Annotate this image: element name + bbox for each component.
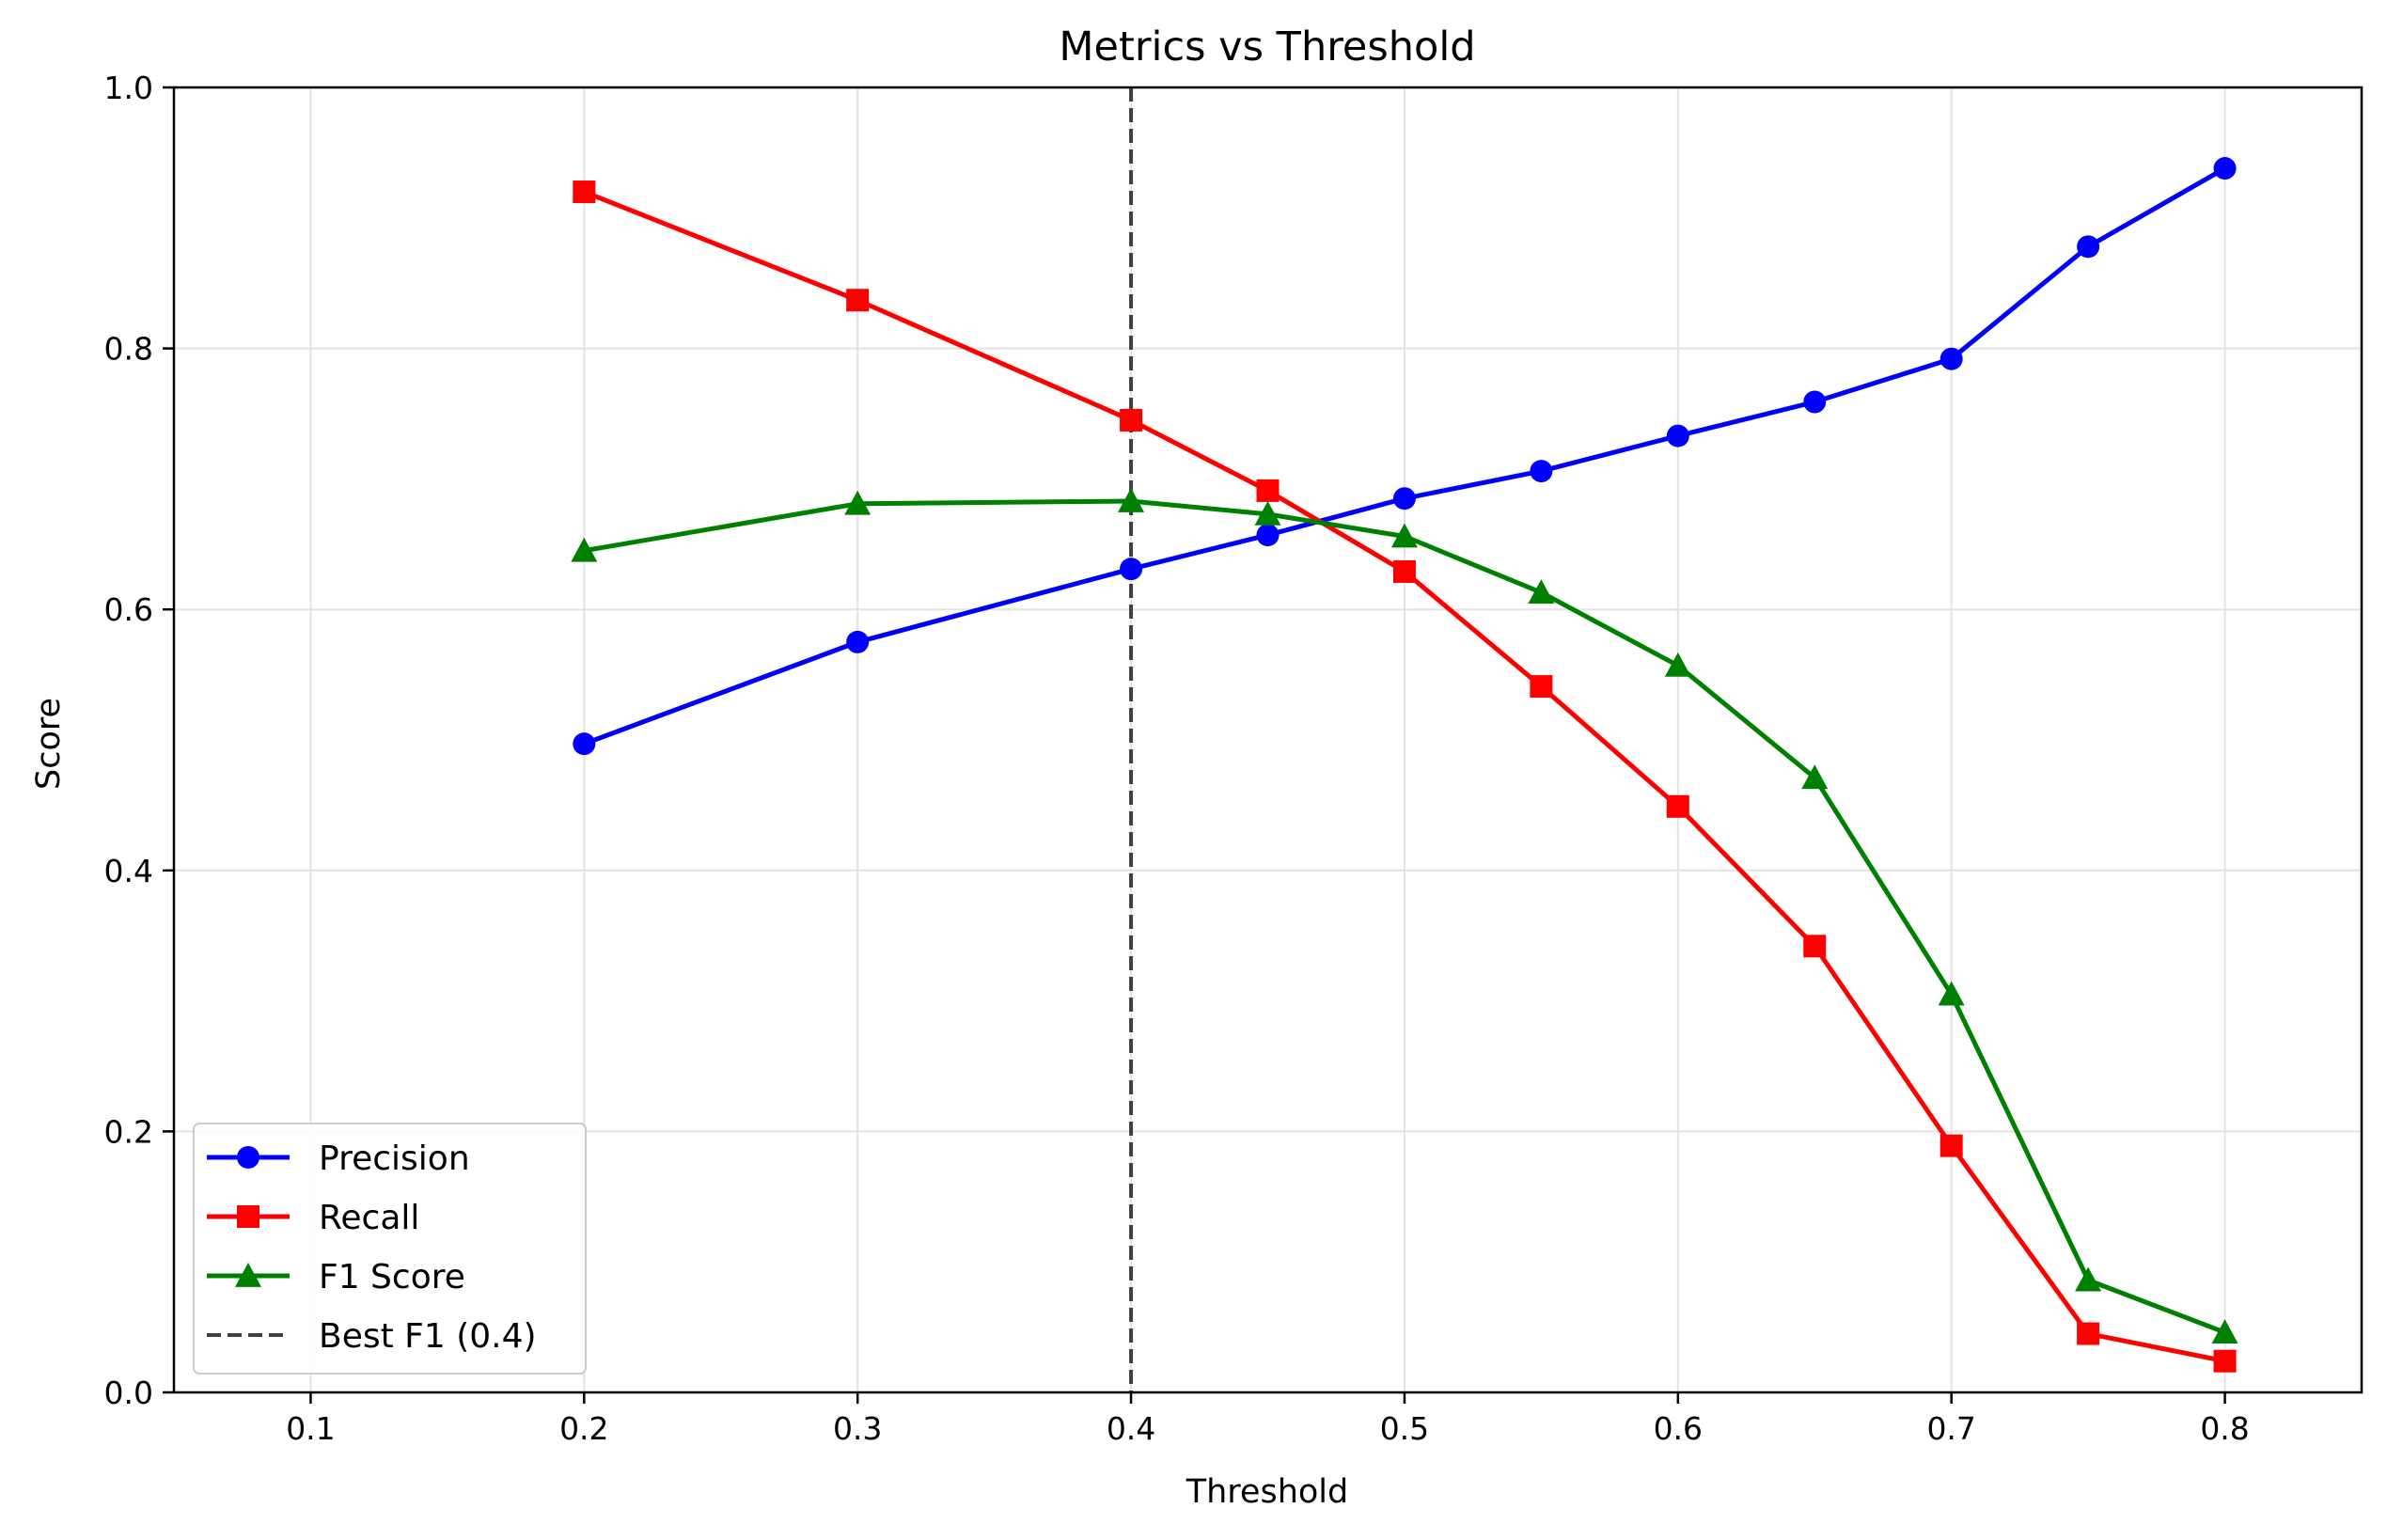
y-tick-label: 0.2 bbox=[104, 1113, 153, 1150]
recall-point bbox=[1530, 675, 1553, 699]
precision-point bbox=[1939, 347, 1963, 370]
recall-point bbox=[1256, 479, 1280, 502]
precision-point bbox=[1530, 460, 1553, 483]
f1-score-point bbox=[1390, 523, 1418, 548]
f1-score-point bbox=[844, 490, 872, 515]
f1-score-point bbox=[1528, 579, 1555, 605]
legend-item-best-f1-0-4: Best F1 (0.4) bbox=[207, 1317, 537, 1356]
recall-point bbox=[1666, 794, 1689, 818]
plot-area-frame bbox=[172, 86, 2363, 1394]
legend-swatch-marker bbox=[237, 1146, 259, 1169]
legend-item-recall: Recall bbox=[207, 1199, 419, 1237]
legend-label: Best F1 (0.4) bbox=[319, 1317, 537, 1356]
x-tick-label: 0.2 bbox=[559, 1410, 608, 1447]
f1-score-point bbox=[1938, 981, 1965, 1006]
x-axis-title: Threshold bbox=[1186, 1473, 1349, 1511]
precision-point bbox=[1666, 424, 1689, 448]
precision-point bbox=[2077, 235, 2100, 259]
x-axis-ticks: 0.1 0.2 0.3 0.4 0.5 0.6 0.7 0.8 bbox=[286, 1392, 2250, 1447]
precision-point bbox=[1256, 524, 1280, 547]
recall-point bbox=[2213, 1349, 2237, 1373]
x-tick-label: 0.7 bbox=[1926, 1410, 1975, 1447]
precision-point bbox=[2213, 157, 2237, 181]
y-tick-label: 0.6 bbox=[104, 591, 153, 628]
recall-point bbox=[846, 289, 870, 312]
f1-score-point bbox=[1118, 487, 1145, 512]
x-tick-label: 0.6 bbox=[1654, 1410, 1703, 1447]
recall-point bbox=[1803, 935, 1827, 958]
precision-point bbox=[1392, 487, 1416, 511]
f1-score-series bbox=[571, 487, 2238, 1344]
legend-item-precision: Precision bbox=[207, 1139, 470, 1178]
y-tick-label: 0.8 bbox=[104, 331, 153, 368]
legend-label: Precision bbox=[319, 1139, 470, 1178]
x-tick-label: 0.3 bbox=[833, 1410, 882, 1447]
precision-point bbox=[846, 630, 870, 653]
f1-score-point bbox=[1254, 500, 1281, 526]
y-axis-ticks: 0.0 0.2 0.4 0.6 0.8 1.0 bbox=[104, 70, 174, 1411]
f1-score-point bbox=[1664, 652, 1691, 677]
x-tick-label: 0.5 bbox=[1380, 1410, 1429, 1447]
recall-series bbox=[573, 181, 2237, 1373]
precision-point bbox=[1120, 558, 1143, 581]
legend-label: Recall bbox=[319, 1199, 419, 1237]
y-axis-title: Score bbox=[30, 698, 68, 790]
recall-point bbox=[1392, 559, 1416, 583]
recall-point bbox=[1939, 1134, 1963, 1157]
legend-swatch-marker bbox=[235, 1263, 261, 1287]
f1-score-point bbox=[571, 537, 598, 562]
f1-score-point bbox=[1801, 764, 1829, 790]
legend: Precision Recall F1 Score Best F1 (0.4) bbox=[193, 1123, 587, 1375]
precision-point bbox=[1803, 390, 1827, 414]
y-tick-label: 0.0 bbox=[104, 1375, 153, 1411]
legend-item-f1-score: F1 Score bbox=[207, 1258, 465, 1296]
f1-score-point bbox=[2075, 1266, 2102, 1292]
recall-point bbox=[2077, 1322, 2100, 1345]
precision-point bbox=[573, 732, 596, 756]
recall-point bbox=[573, 181, 596, 204]
x-tick-label: 0.1 bbox=[286, 1410, 335, 1447]
series-layer bbox=[571, 157, 2238, 1373]
legend-box bbox=[193, 1123, 587, 1375]
chart-title: Metrics vs Threshold bbox=[1059, 24, 1475, 71]
y-tick-label: 0.4 bbox=[104, 853, 153, 889]
legend-swatch-marker bbox=[237, 1205, 259, 1228]
recall-point bbox=[1120, 408, 1143, 432]
y-tick-label: 1.0 bbox=[104, 70, 153, 106]
legend-label: F1 Score bbox=[319, 1258, 465, 1296]
precision-series bbox=[573, 157, 2237, 756]
x-tick-label: 0.4 bbox=[1107, 1410, 1155, 1447]
f1-score-point bbox=[2211, 1319, 2238, 1344]
x-tick-label: 0.8 bbox=[2200, 1410, 2249, 1447]
